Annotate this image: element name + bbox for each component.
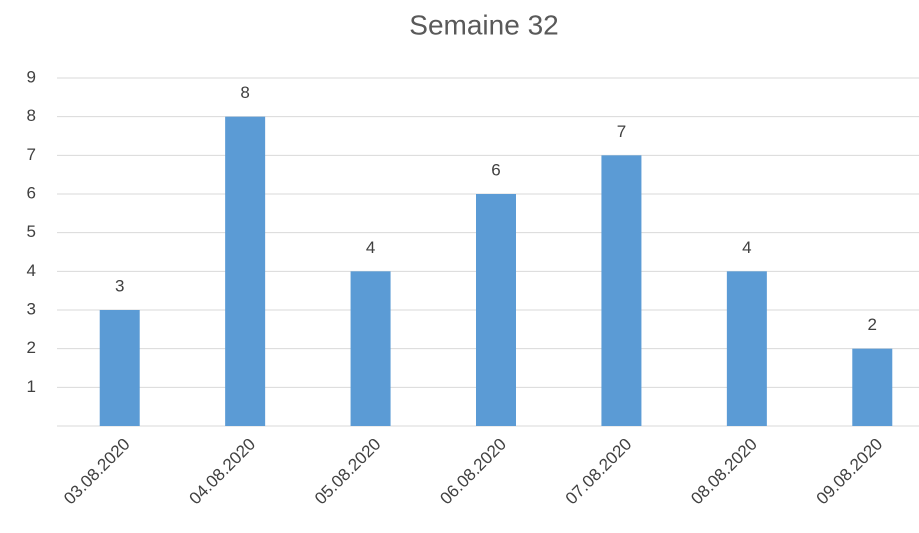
x-tick-label: 07.08.2020 [562,435,636,509]
data-label: 7 [617,122,626,141]
bar [99,310,140,426]
y-tick-label: 3 [27,299,36,318]
y-tick-label: 2 [27,338,36,357]
data-label: 4 [742,238,751,257]
y-tick-label: 1 [27,377,36,396]
y-tick-label: 9 [27,67,36,86]
bar [726,271,767,426]
data-label: 2 [868,315,877,334]
data-label: 4 [366,238,375,257]
y-tick-label: 8 [27,106,36,125]
x-tick-label: 06.08.2020 [436,435,510,509]
y-tick-label: 7 [27,145,36,164]
x-tick-label: 08.08.2020 [687,435,761,509]
y-tick-label: 6 [27,183,36,202]
y-tick-label: 4 [27,261,36,280]
bar [350,271,391,426]
data-label: 8 [240,83,249,102]
chart-title: Semaine 32 [409,9,558,40]
x-tick-label: 04.08.2020 [186,435,260,509]
x-tick-label: 03.08.2020 [60,435,134,509]
data-label: 3 [115,276,124,295]
x-tick-label: 05.08.2020 [311,435,385,509]
x-tick-label: 09.08.2020 [813,435,887,509]
bar [476,194,516,426]
data-label: 6 [491,160,500,179]
bar [225,116,266,427]
bar [601,155,642,427]
y-tick-label: 5 [27,222,36,241]
bar [852,348,893,426]
